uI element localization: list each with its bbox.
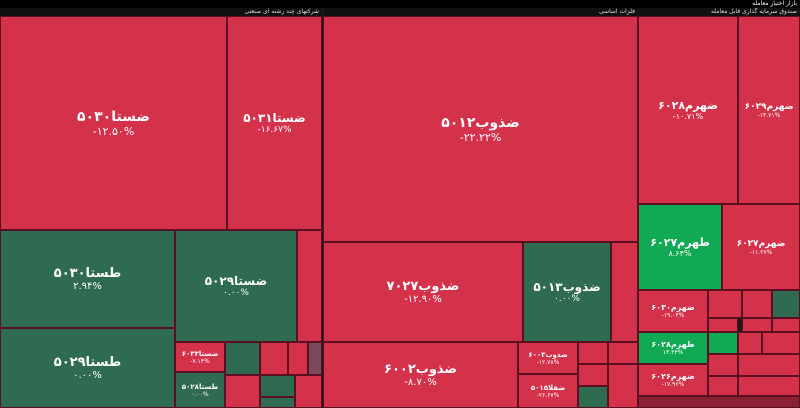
tile: ضذوب۷۰۲۷ -۱۲.۹۰%	[323, 242, 523, 342]
tile-filler	[638, 396, 800, 408]
tile-name: طهرم۶۰۲۸	[651, 340, 695, 349]
tile-name: ضذوب۵۰۱۳	[533, 280, 601, 294]
tile-change: -۱۰.۷۱%	[672, 112, 704, 121]
tile-filler	[708, 290, 742, 318]
tile-filler	[738, 376, 800, 396]
tile-filler	[772, 290, 800, 318]
tile-name: ضستا۵۰۲۹	[204, 274, 268, 288]
tile-change: ۰.۰۰%	[223, 288, 249, 298]
tile-change: -۸.۷۰%	[404, 377, 437, 388]
tile-filler	[742, 290, 772, 318]
tile: ضستا۶۰۳۳ -۷.۱۴%	[175, 342, 225, 372]
tile: ضهرم۶۰۲۹ -۱۴.۷۱%	[738, 16, 800, 204]
tile-filler	[742, 318, 772, 332]
tile: طستا۵۰۲۸ ۰.۰۰%	[175, 372, 225, 408]
tile: ضذوب۵۰۱۲ -۲۲.۲۲%	[323, 16, 638, 242]
tile-filler	[225, 375, 260, 408]
tile-filler	[260, 375, 295, 397]
tile-name: ضستا۵۰۳۰	[77, 108, 150, 125]
tile-filler	[578, 342, 608, 364]
tile: ضذوب۶۰۰۳ -۱۲.۷۸%	[518, 342, 578, 374]
section-title: صندوق سرمایه گذاری قابل معامله	[638, 8, 800, 16]
tile-change: -۱۲.۹۰%	[404, 294, 442, 305]
tile-change: -۱۴.۷۱%	[757, 111, 781, 119]
tile-name: ضستا۵۰۳۱	[243, 111, 306, 125]
tile-change: -۱۹.۰۴%	[661, 312, 685, 319]
tile: ضذوب۶۰۰۲ -۸.۷۰%	[323, 342, 518, 408]
tile-change: ۰.۰۰%	[73, 370, 102, 381]
tile-filler	[260, 342, 288, 375]
tile-name: ضذوب۶۰۰۲	[384, 362, 457, 377]
tile-name: طهرم۶۰۲۷	[650, 236, 710, 249]
tile-change: ۱۳.۳۳%	[662, 349, 684, 356]
tile: ضستا۵۰۳۱ -۱۶.۶۷%	[227, 16, 322, 230]
tile-filler	[308, 342, 322, 375]
tile: ضهرم۶۰۲۸ -۱۰.۷۱%	[638, 16, 738, 204]
tile-change: -۱۷.۹۶%	[661, 381, 685, 388]
tile-change: -۱۲.۷۸%	[536, 358, 560, 366]
tile: ضفلا۵۰۱۵ -۲۶.۶۷%	[518, 374, 578, 408]
tile-change: -۱۲.۵۰%	[92, 124, 135, 138]
tile-name: ضفلا۵۰۱۵	[530, 383, 566, 392]
tile-name: ضهرم۶۰۲۷	[736, 238, 786, 249]
tile-name: ضذوب۶۰۰۳	[528, 350, 568, 359]
tile-filler	[578, 386, 608, 408]
tile-name: ضذوب۷۰۲۷	[386, 279, 460, 294]
tile-name: ضهرم۶۰۲۶	[651, 372, 695, 381]
tile-change: -۱۶.۶۷%	[257, 125, 292, 135]
tile: طستا۵۰۳۰ ۲.۹۴%	[0, 230, 175, 328]
tile-change: -۲۲.۲۲%	[459, 130, 502, 144]
tile-change: -۷.۱۴%	[190, 357, 210, 365]
section-title: شرکتهای چند رشته ای صنعتی	[0, 8, 322, 16]
tile-change: ۲.۹۴%	[73, 281, 102, 292]
tile-filler	[608, 342, 638, 364]
tile-name: طستا۵۰۲۹	[53, 355, 122, 370]
tile-filler	[738, 332, 762, 354]
page-title: بازار اختیار معامله	[0, 0, 800, 8]
tile: طستا۵۰۲۹ ۰.۰۰%	[0, 328, 175, 408]
tile-name: ضستا۶۰۳۳	[181, 349, 219, 358]
tile: طهرم۶۰۲۸ ۱۳.۳۳%	[638, 332, 708, 364]
tile: ضذوب۵۰۱۳ ۰.۰۰%	[523, 242, 611, 342]
tile: ضستا۵۰۲۹ ۰.۰۰%	[175, 230, 297, 342]
tile: ضهرم۶۰۳۰ -۱۹.۰۴%	[638, 290, 708, 332]
tile-filler	[260, 397, 295, 408]
section-title: فلزات اساسی	[323, 8, 638, 16]
tile-name: ضهرم۶۰۳۰	[651, 303, 695, 312]
tile-filler	[708, 376, 738, 396]
tile-filler	[708, 332, 738, 354]
tile: ضهرم۶۰۲۷ -۱۱.۲۷%	[722, 204, 800, 290]
tile-change: ۰.۰۰%	[554, 294, 580, 304]
tile-filler	[611, 242, 638, 342]
tile-filler	[762, 332, 800, 354]
tile-change: ۸.۶۴%	[668, 249, 692, 258]
tile-change: -۲۶.۶۷%	[536, 391, 560, 399]
tile-name: ضهرم۶۰۲۸	[658, 99, 718, 112]
tile-filler	[578, 364, 608, 386]
tile-filler	[288, 342, 308, 375]
tile-filler	[297, 230, 322, 342]
tile-filler	[225, 342, 260, 375]
tile-filler	[708, 318, 738, 332]
tile: ضستا۵۰۳۰ -۱۲.۵۰%	[0, 16, 227, 230]
tile-name: ضهرم۶۰۲۹	[744, 101, 794, 112]
tile-name: طستا۵۰۲۸	[181, 382, 219, 391]
tile-filler	[772, 318, 800, 332]
tile-name: ضذوب۵۰۱۲	[441, 114, 520, 131]
tile-filler	[295, 375, 322, 408]
tile: طهرم۶۰۲۷ ۸.۶۴%	[638, 204, 722, 290]
tile-change: -۱۱.۲۷%	[749, 248, 773, 256]
tile-filler	[738, 354, 800, 376]
tile-change: ۰.۰۰%	[191, 390, 209, 398]
tile: ضهرم۶۰۲۶ -۱۷.۹۶%	[638, 364, 708, 396]
tile-filler	[708, 354, 738, 376]
tile-filler	[608, 364, 638, 408]
tile-name: طستا۵۰۳۰	[53, 266, 122, 281]
